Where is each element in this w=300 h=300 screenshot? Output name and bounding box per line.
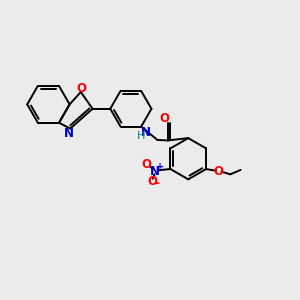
Text: O: O <box>214 165 224 178</box>
Text: N: N <box>150 165 160 178</box>
Text: H: H <box>136 130 145 141</box>
Text: O: O <box>147 175 157 188</box>
Text: -: - <box>154 177 160 190</box>
Text: +: + <box>156 162 164 172</box>
Text: O: O <box>142 158 152 171</box>
Text: N: N <box>64 127 74 140</box>
Text: O: O <box>159 112 169 125</box>
Text: N: N <box>141 126 151 139</box>
Text: O: O <box>76 82 86 95</box>
